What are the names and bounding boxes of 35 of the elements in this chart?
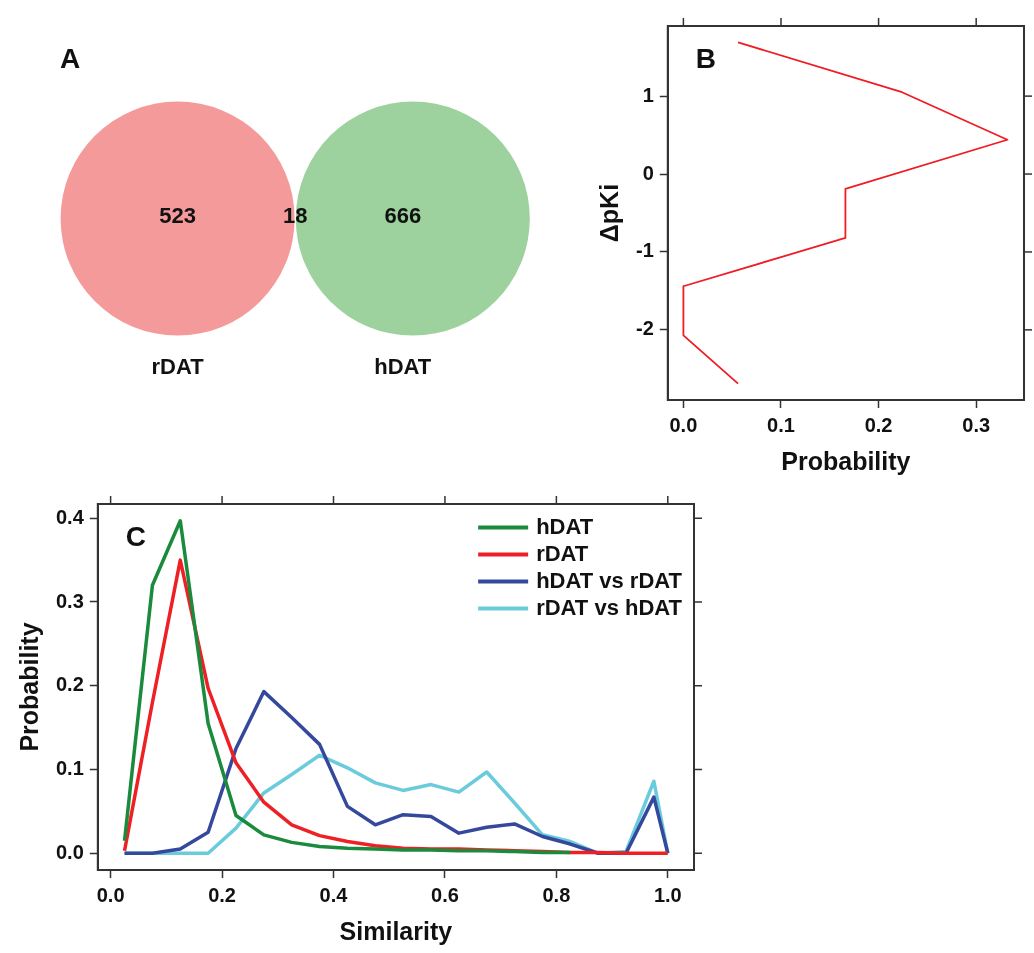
x-tick-label: 0.6 xyxy=(431,883,459,906)
x-tick-label: 0.2 xyxy=(864,413,893,436)
data-label: 18 xyxy=(282,202,308,228)
x-axis-title: Similarity xyxy=(339,916,453,945)
text: B xyxy=(695,42,717,74)
y-tick-label: 0 xyxy=(642,161,654,184)
x-tick-label: 0.0 xyxy=(669,413,698,436)
text: A xyxy=(60,42,81,74)
data-label: 666 xyxy=(384,202,422,228)
legend-label: rDAT vs hDAT xyxy=(536,594,683,620)
x-tick-label: 0.4 xyxy=(319,883,349,906)
x-tick-label: 0.2 xyxy=(208,883,236,906)
y-tick-label: 0.3 xyxy=(55,589,84,612)
category-label: hDAT xyxy=(374,353,432,379)
y-tick-label: 0.2 xyxy=(55,673,84,696)
x-axis-title: Probability xyxy=(781,446,911,475)
x-tick-label: 0.0 xyxy=(96,883,125,906)
y-tick-label: 0.4 xyxy=(55,505,85,528)
y-tick-label: 0.0 xyxy=(55,840,84,863)
legend-label: hDAT vs rDAT xyxy=(536,567,683,593)
y-axis-title: Probability xyxy=(14,622,43,752)
x-tick-label: 0.3 xyxy=(962,413,991,436)
y-tick-label: 0.1 xyxy=(55,757,84,780)
y-axis-title: ΔpKi xyxy=(594,183,623,243)
data-label: 523 xyxy=(159,202,196,228)
x-tick-label: 0.8 xyxy=(542,883,571,906)
y-tick-label: -1 xyxy=(635,239,654,262)
legend-label: rDAT xyxy=(536,540,589,566)
text: C xyxy=(125,520,147,552)
y-tick-label: -2 xyxy=(635,317,654,340)
legend-label: hDAT xyxy=(536,513,594,539)
y-tick-label: 1 xyxy=(642,83,654,106)
x-tick-label: 1.0 xyxy=(653,883,682,906)
category-label: rDAT xyxy=(151,353,205,379)
x-tick-label: 0.1 xyxy=(767,413,795,436)
